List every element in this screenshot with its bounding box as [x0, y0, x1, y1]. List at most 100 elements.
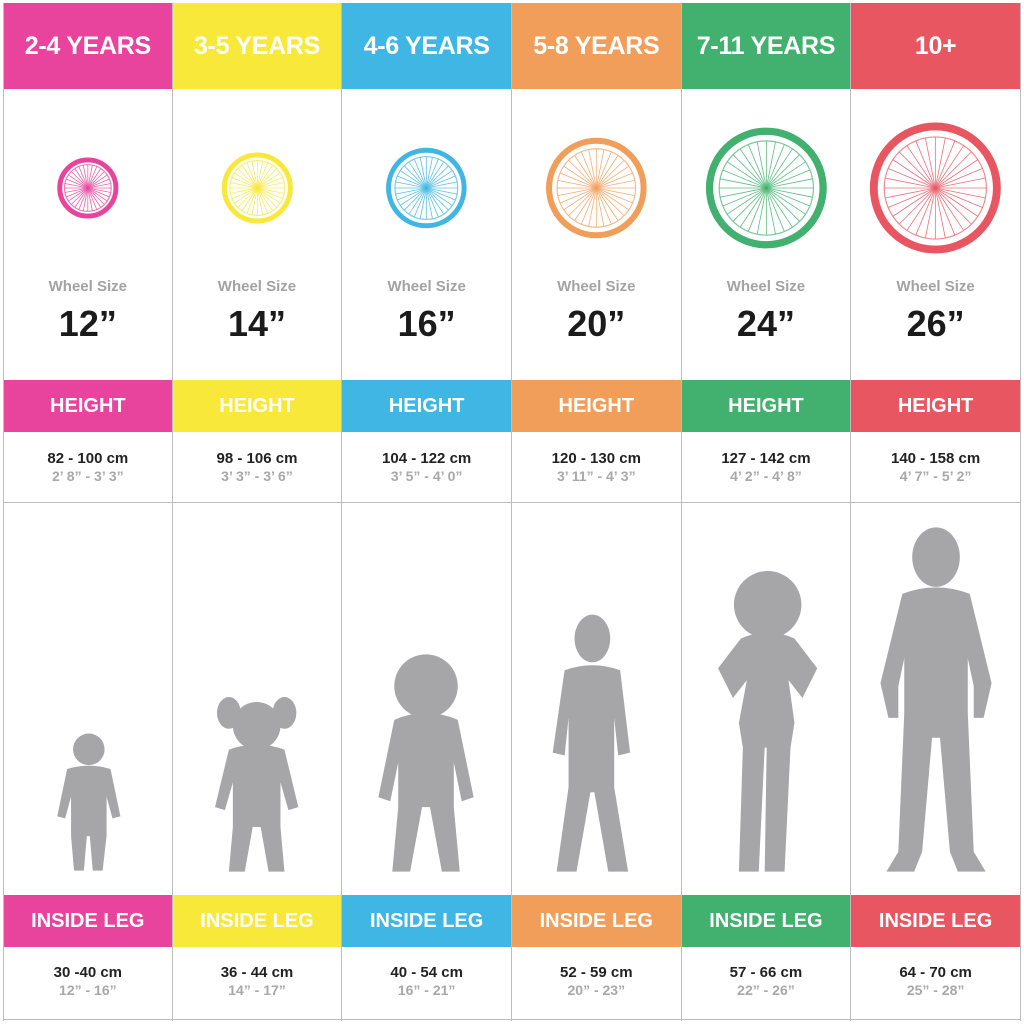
wheel-spoke: [400, 187, 427, 206]
wheel-spoke: [580, 187, 597, 225]
wheel-spoke: [888, 168, 936, 189]
wheel-spoke: [233, 172, 258, 189]
wheel-spoke: [596, 187, 633, 204]
wheel-spoke: [87, 166, 98, 189]
wheel-spoke: [899, 151, 936, 189]
wheel-spoke: [935, 159, 979, 189]
wheel-spoke: [559, 187, 597, 204]
wheel-spoke: [87, 168, 102, 189]
wheel-spoke: [87, 187, 108, 202]
wheel-spoke: [404, 165, 427, 189]
silhouette-part: [880, 587, 992, 872]
wheel-spoke: [74, 168, 89, 189]
wheel-spoke: [78, 166, 89, 189]
girl-hands-on-hips-icon: [682, 508, 851, 893]
wheel-spoke: [935, 187, 946, 239]
inside-leg-values: 30 -40 cm 12” - 16”: [4, 963, 172, 999]
wheel-spoke: [256, 187, 273, 211]
wheel-spoke: [596, 187, 635, 197]
size-column: 7-11 YEARS Wheel Size 24” HEIGHT 127 - 142 c…: [681, 3, 852, 1021]
silhouette-part: [574, 614, 611, 663]
inside-leg-header: INSIDE LEG: [342, 895, 511, 947]
wheel-spoke: [765, 187, 810, 207]
wheel-spoke: [765, 187, 813, 198]
height-header: HEIGHT: [172, 380, 342, 432]
wheel-spoke: [87, 187, 105, 205]
wheel-spoke: [739, 148, 767, 189]
wheel-spoke: [395, 181, 427, 189]
wheel-spoke: [719, 178, 767, 189]
wheel-spoke: [71, 171, 89, 189]
wheel-spoke: [256, 172, 280, 189]
wheel-spoke: [397, 187, 427, 201]
inside-leg-values: 57 - 66 cm 22” - 26”: [682, 963, 851, 999]
height-ft: 3’ 11” - 4’ 3”: [556, 468, 636, 484]
wheel-spoke: [935, 187, 979, 217]
wheel-spoke: [765, 187, 793, 228]
wheel-spoke: [256, 165, 273, 189]
wheel-spoke: [426, 187, 456, 201]
silhouette-part: [232, 701, 281, 750]
wheel-spoke: [885, 177, 936, 189]
height-header: HEIGHT: [342, 380, 511, 432]
wheel-spoke: [719, 187, 767, 198]
wheel-spoke: [935, 187, 956, 236]
silhouette-part: [216, 697, 241, 729]
wheel-spoke: [563, 165, 597, 189]
wheel-spoke: [241, 165, 258, 189]
age-range-header: 3-5 YEARS: [172, 3, 342, 89]
wheel-spoke: [426, 181, 458, 189]
boy-icon: [552, 614, 631, 872]
wheel-spoke: [256, 161, 263, 189]
wheel-spoke: [237, 168, 258, 189]
age-range-header: 4-6 YEARS: [342, 3, 511, 89]
wheel-spoke: [256, 187, 263, 215]
wheel-spoke: [935, 187, 983, 208]
wheel-spoke: [756, 141, 767, 189]
wheel-spoke: [765, 144, 785, 189]
wheel-spoke: [732, 154, 767, 189]
wheel-spoke: [87, 187, 98, 210]
size-column: 10+ Wheel Size 26” HEIGHT 140 - 158 cm 4’ 7” …: [851, 3, 1021, 1021]
wheel-spoke: [426, 187, 450, 211]
wheel-spoke: [426, 187, 445, 215]
inside-leg-values: 36 - 44 cm 14” - 17”: [173, 963, 342, 999]
wheel-spoke: [256, 177, 283, 189]
inside-leg-in: 14” - 17”: [228, 982, 286, 998]
adult-man-icon: [851, 508, 1020, 893]
wheel-spoke: [251, 161, 258, 189]
wheel-spoke: [747, 187, 767, 232]
wheel-hub: [255, 186, 259, 190]
wheel-icon: [682, 113, 851, 263]
wheel-spoke: [87, 183, 111, 189]
wheel-spoke: [732, 187, 767, 222]
inside-leg-header: INSIDE LEG: [851, 895, 1020, 947]
wheel-spoke: [395, 187, 427, 195]
wheel-icon: [705, 127, 827, 249]
silhouette-part: [272, 697, 297, 729]
height-ft: 4’ 2” - 4’ 8”: [730, 468, 802, 484]
inside-leg-in: 20” - 23”: [567, 982, 626, 998]
height-cm: 82 - 100 cm: [47, 450, 129, 467]
wheel-spoke: [66, 178, 88, 189]
wheel-spoke: [892, 159, 936, 189]
wheel-spoke: [935, 137, 946, 189]
height-values: 104 - 122 cm 3’ 5” - 4’ 0”: [342, 449, 511, 485]
wheel-spoke: [899, 187, 936, 225]
wheel-icon: [4, 113, 172, 263]
inside-leg-in: 16” - 21”: [397, 982, 456, 998]
inside-leg-cm: 52 - 59 cm: [560, 964, 633, 981]
wheel-spoke: [596, 172, 633, 189]
wheel-hub: [424, 186, 429, 190]
wheel-spoke: [74, 187, 89, 208]
height-values: 140 - 158 cm 4’ 7” - 5’ 2”: [851, 449, 1020, 485]
wheel-spoke: [71, 187, 89, 205]
wheel-spoke: [765, 161, 806, 189]
wheel-icon: [173, 113, 342, 263]
height-values: 120 - 130 cm 3’ 11” - 4’ 3”: [512, 449, 681, 485]
divider-line: [4, 502, 172, 503]
wheel-spoke: [765, 187, 800, 222]
wheel-spoke: [568, 159, 597, 189]
wheel-spoke: [915, 140, 936, 189]
wheel-spoke: [87, 187, 93, 211]
